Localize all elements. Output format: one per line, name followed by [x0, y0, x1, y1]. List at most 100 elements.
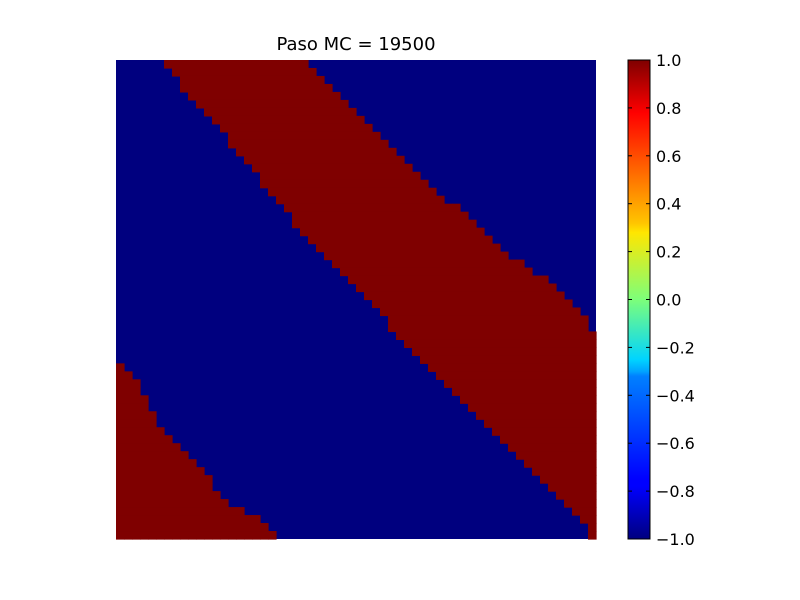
- heatmap-cell: [476, 251, 485, 261]
- heatmap-cell: [204, 67, 213, 77]
- heatmap-cell: [548, 379, 557, 388]
- heatmap-cell: [564, 387, 573, 396]
- heatmap-cell: [372, 211, 381, 221]
- heatmap-cell: [116, 419, 125, 428]
- heatmap-cell: [180, 515, 189, 524]
- heatmap-cell: [292, 219, 301, 229]
- heatmap-cell: [564, 371, 573, 380]
- heatmap-cell: [244, 67, 253, 77]
- heatmap-cell: [436, 291, 445, 301]
- heatmap-cell: [284, 60, 293, 69]
- heatmap-cell: [316, 163, 325, 173]
- heatmap-cell: [252, 83, 261, 93]
- heatmap-cell: [460, 227, 469, 237]
- heatmap-cell: [124, 475, 133, 484]
- heatmap-cell: [468, 275, 477, 285]
- heatmap-cell: [268, 91, 277, 101]
- heatmap-cell: [436, 219, 445, 229]
- heatmap-cell: [524, 379, 533, 388]
- heatmap-cell: [500, 251, 509, 261]
- heatmap-cell: [212, 67, 221, 77]
- heatmap-cell: [180, 60, 189, 69]
- heatmap-cell: [300, 60, 309, 69]
- heatmap-cell: [388, 307, 397, 317]
- heatmap-cell: [276, 131, 285, 141]
- heatmap-cell: [348, 219, 357, 229]
- heatmap-cell: [388, 299, 397, 309]
- heatmap-cell: [556, 307, 565, 317]
- heatmap-cell: [212, 507, 221, 516]
- heatmap-cell: [420, 187, 429, 197]
- heatmap-cell: [428, 267, 437, 277]
- heatmap-cell: [572, 339, 581, 348]
- heatmap-cell: [268, 115, 277, 125]
- heatmap-cell: [412, 307, 421, 317]
- heatmap-cell: [516, 371, 525, 380]
- heatmap-cell: [524, 443, 533, 452]
- heatmap-cell: [268, 123, 277, 133]
- heatmap-cell: [396, 323, 405, 333]
- heatmap-cell: [116, 387, 125, 396]
- heatmap-cell: [396, 155, 405, 165]
- heatmap-cell: [476, 291, 485, 301]
- heatmap-cell: [292, 147, 301, 157]
- heatmap-cell: [492, 427, 501, 436]
- heatmap-cell: [324, 227, 333, 237]
- heatmap-cell: [412, 331, 421, 341]
- heatmap-cell: [220, 507, 229, 516]
- heatmap-cell: [324, 163, 333, 173]
- heatmap-cell: [140, 427, 149, 436]
- heatmap-cell: [588, 331, 597, 341]
- heatmap-cell: [116, 507, 125, 516]
- heatmap-cell: [364, 283, 373, 293]
- heatmap-cell: [532, 419, 541, 428]
- heatmap-cell: [500, 315, 509, 325]
- heatmap-cell: [412, 323, 421, 333]
- heatmap-cell: [180, 75, 189, 85]
- heatmap-cell: [404, 195, 413, 205]
- heatmap-cell: [300, 227, 309, 237]
- heatmap-cell: [252, 139, 261, 149]
- heatmap-cell: [580, 475, 589, 484]
- heatmap-cell: [380, 227, 389, 237]
- heatmap-cell: [588, 451, 597, 460]
- heatmap-cell: [580, 323, 589, 333]
- heatmap-cell: [164, 435, 173, 444]
- heatmap-cell: [460, 291, 469, 301]
- colorbar-tick-label: 0.0: [656, 291, 681, 310]
- heatmap-cell: [300, 83, 309, 93]
- heatmap-cell: [492, 419, 501, 428]
- heatmap-cell: [372, 187, 381, 197]
- heatmap-cell: [260, 67, 269, 77]
- heatmap-cell: [452, 355, 461, 364]
- heatmap-cell: [284, 163, 293, 173]
- heatmap-cell: [276, 163, 285, 173]
- heatmap-cell: [196, 467, 205, 476]
- heatmap-cell: [308, 107, 317, 117]
- heatmap-cell: [324, 115, 333, 125]
- heatmap-cell: [484, 251, 493, 261]
- heatmap-cell: [316, 123, 325, 133]
- heatmap-cell: [140, 443, 149, 452]
- heatmap-cell: [420, 267, 429, 277]
- heatmap-cell: [188, 523, 197, 532]
- heatmap-cell: [276, 139, 285, 149]
- heatmap-cell: [500, 427, 509, 436]
- heatmap-cell: [172, 60, 181, 69]
- heatmap-cell: [428, 211, 437, 221]
- heatmap-cell: [188, 507, 197, 516]
- heatmap-cell: [132, 443, 141, 452]
- heatmap-cell: [588, 475, 597, 484]
- heatmap-cell: [292, 60, 301, 69]
- heatmap-cell: [164, 483, 173, 492]
- heatmap-cell: [140, 499, 149, 508]
- heatmap-cell: [516, 323, 525, 333]
- heatmap-cell: [548, 483, 557, 492]
- heatmap-cell: [548, 403, 557, 412]
- heatmap-cell: [332, 123, 341, 133]
- heatmap-cell: [284, 107, 293, 117]
- heatmap-cell: [196, 531, 205, 540]
- heatmap-cell: [300, 99, 309, 109]
- heatmap-cell: [196, 75, 205, 85]
- heatmap-cell: [348, 139, 357, 149]
